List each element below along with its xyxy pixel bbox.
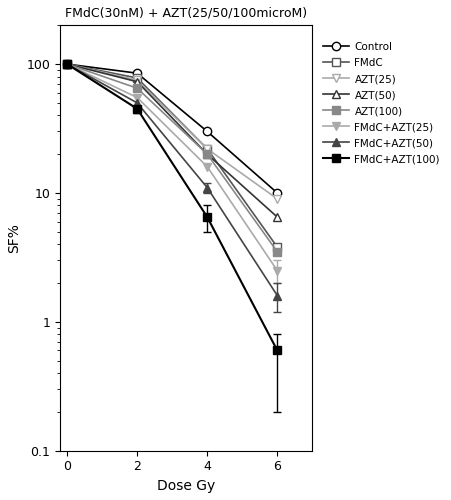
Line: FMdC: FMdC xyxy=(63,60,281,252)
AZT(25) xyxy=(205,146,210,152)
Line: AZT(25): AZT(25) xyxy=(63,60,281,203)
FMdC+AZT(50) xyxy=(64,61,70,67)
AZT(25) xyxy=(134,77,140,83)
FMdC xyxy=(64,61,70,67)
FMdC+AZT(25) xyxy=(205,164,210,170)
Line: AZT(50): AZT(50) xyxy=(63,60,281,222)
FMdC+AZT(100) xyxy=(275,348,280,354)
AZT(25) xyxy=(64,61,70,67)
FMdC+AZT(100) xyxy=(134,106,140,112)
Title: FMdC(30nM) + AZT(25/50/100microM): FMdC(30nM) + AZT(25/50/100microM) xyxy=(65,7,307,20)
FMdC xyxy=(205,146,210,152)
AZT(100) xyxy=(275,248,280,254)
FMdC+AZT(100) xyxy=(64,61,70,67)
Line: FMdC+AZT(25): FMdC+AZT(25) xyxy=(63,60,281,275)
FMdC+AZT(25) xyxy=(275,268,280,274)
Legend: Control, FMdC, AZT(25), AZT(50), AZT(100), FMdC+AZT(25), FMdC+AZT(50), FMdC+AZT(: Control, FMdC, AZT(25), AZT(50), AZT(100… xyxy=(320,39,443,167)
AZT(50) xyxy=(64,61,70,67)
Line: Control: Control xyxy=(63,60,281,197)
AZT(100) xyxy=(205,151,210,157)
Y-axis label: SF%: SF% xyxy=(7,223,21,253)
Control xyxy=(205,128,210,134)
FMdC+AZT(25) xyxy=(134,94,140,100)
AZT(50) xyxy=(134,78,140,84)
FMdC+AZT(50) xyxy=(275,292,280,298)
FMdC+AZT(50) xyxy=(134,100,140,106)
FMdC xyxy=(134,75,140,81)
AZT(100) xyxy=(134,85,140,91)
Line: FMdC+AZT(100): FMdC+AZT(100) xyxy=(63,60,281,354)
FMdC xyxy=(275,244,280,250)
Line: AZT(100): AZT(100) xyxy=(63,60,281,256)
X-axis label: Dose Gy: Dose Gy xyxy=(157,479,215,493)
Control xyxy=(275,190,280,196)
FMdC+AZT(100) xyxy=(205,214,210,220)
FMdC+AZT(25) xyxy=(64,61,70,67)
AZT(100) xyxy=(64,61,70,67)
Line: FMdC+AZT(50): FMdC+AZT(50) xyxy=(63,60,281,300)
AZT(25) xyxy=(275,196,280,202)
Control xyxy=(134,70,140,76)
AZT(50) xyxy=(205,151,210,157)
Control xyxy=(64,61,70,67)
FMdC+AZT(50) xyxy=(205,184,210,190)
AZT(50) xyxy=(275,214,280,220)
